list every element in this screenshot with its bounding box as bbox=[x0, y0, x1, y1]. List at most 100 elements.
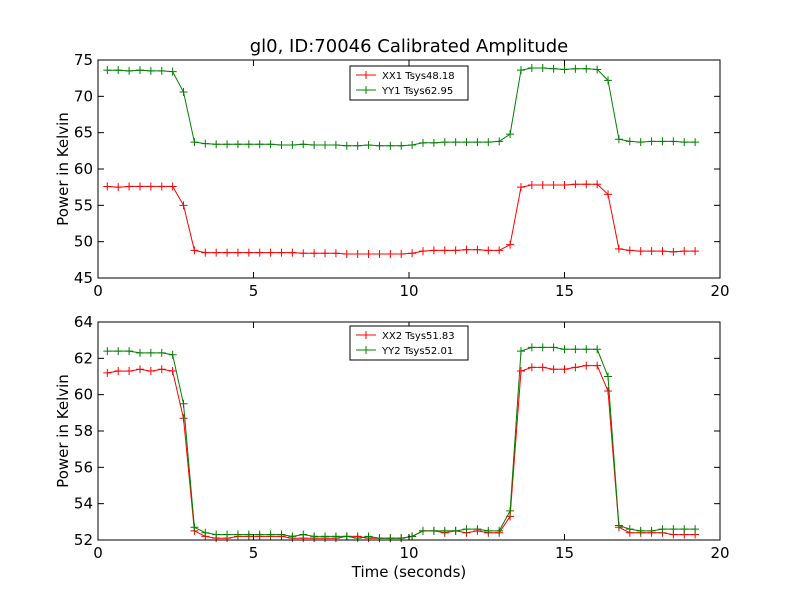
data-point-marker bbox=[375, 141, 384, 150]
data-point-marker bbox=[146, 66, 155, 75]
data-point-marker bbox=[114, 183, 123, 192]
data-point-marker bbox=[680, 525, 689, 534]
data-point-marker bbox=[560, 365, 569, 374]
data-point-marker bbox=[495, 246, 504, 255]
data-point-marker bbox=[135, 365, 144, 374]
data-point-marker bbox=[473, 245, 482, 254]
data-point-marker bbox=[103, 182, 112, 191]
data-point-marker bbox=[212, 140, 221, 149]
data-point-marker bbox=[364, 532, 373, 541]
data-point-marker bbox=[549, 180, 558, 189]
data-point-marker bbox=[244, 530, 253, 539]
data-point-marker bbox=[614, 244, 623, 253]
data-point-marker bbox=[342, 532, 351, 541]
data-point-marker bbox=[331, 249, 340, 258]
data-point-marker bbox=[571, 345, 580, 354]
legend-box bbox=[349, 65, 469, 101]
data-point-marker bbox=[244, 248, 253, 257]
data-point-marker bbox=[179, 399, 188, 408]
y-tick-label: 56 bbox=[74, 458, 93, 476]
data-point-marker bbox=[190, 523, 199, 532]
data-point-marker bbox=[157, 66, 166, 75]
data-point-marker bbox=[527, 343, 536, 352]
data-point-marker bbox=[375, 534, 384, 543]
data-point-marker bbox=[440, 526, 449, 535]
data-point-marker bbox=[288, 248, 297, 257]
data-point-marker bbox=[179, 201, 188, 210]
data-point-marker bbox=[625, 246, 634, 255]
data-point-marker bbox=[168, 182, 177, 191]
data-point-marker bbox=[484, 246, 493, 255]
data-point-marker bbox=[114, 66, 123, 75]
data-point-marker bbox=[593, 345, 602, 354]
legend: XX2 Tsys51.83 YY2 Tsys52.01 bbox=[349, 325, 469, 361]
data-point-marker bbox=[451, 138, 460, 147]
x-tick-label: 15 bbox=[555, 282, 574, 300]
legend-swatch-marker bbox=[362, 71, 370, 79]
data-point-marker bbox=[168, 350, 177, 359]
data-point-marker bbox=[125, 367, 134, 376]
data-point-marker bbox=[125, 66, 134, 75]
data-point-marker bbox=[321, 532, 330, 541]
data-point-marker bbox=[408, 141, 417, 150]
data-point-marker bbox=[582, 361, 591, 370]
data-point-marker bbox=[201, 139, 210, 148]
data-point-marker bbox=[212, 248, 221, 257]
data-point-marker bbox=[157, 365, 166, 374]
y-axis-label: Power in Kelvin bbox=[54, 112, 72, 226]
data-point-marker bbox=[636, 247, 645, 256]
x-tick-label: 5 bbox=[249, 544, 259, 562]
data-point-marker bbox=[680, 138, 689, 147]
y-tick-label: 65 bbox=[74, 124, 93, 142]
data-point-marker bbox=[451, 526, 460, 535]
data-point-marker bbox=[103, 347, 112, 356]
y-tick-label: 75 bbox=[74, 51, 93, 69]
data-point-marker bbox=[418, 247, 427, 256]
data-point-marker bbox=[691, 247, 700, 256]
data-point-marker bbox=[473, 525, 482, 534]
data-point-marker bbox=[103, 66, 112, 75]
x-tick-label: 0 bbox=[93, 544, 103, 562]
data-point-marker bbox=[669, 525, 678, 534]
data-point-marker bbox=[364, 141, 373, 150]
data-point-marker bbox=[266, 248, 275, 257]
data-point-marker bbox=[375, 250, 384, 259]
data-point-marker bbox=[538, 63, 547, 72]
data-point-marker bbox=[168, 367, 177, 376]
y-tick-label: 58 bbox=[74, 422, 93, 440]
data-point-marker bbox=[135, 182, 144, 191]
data-point-marker bbox=[429, 526, 438, 535]
data-point-marker bbox=[429, 246, 438, 255]
data-point-marker bbox=[691, 525, 700, 534]
data-point-marker bbox=[353, 534, 362, 543]
data-point-marker bbox=[462, 245, 471, 254]
data-point-marker bbox=[625, 525, 634, 534]
data-point-marker bbox=[125, 182, 134, 191]
data-point-marker bbox=[157, 348, 166, 357]
legend-swatch-marker bbox=[362, 86, 370, 94]
data-point-marker bbox=[538, 180, 547, 189]
data-point-marker bbox=[299, 140, 308, 149]
data-point-marker bbox=[223, 248, 232, 257]
data-point-marker bbox=[135, 348, 144, 357]
data-point-marker bbox=[691, 138, 700, 147]
data-point-marker bbox=[146, 348, 155, 357]
data-point-marker bbox=[190, 246, 199, 255]
data-point-marker bbox=[484, 138, 493, 147]
data-point-marker bbox=[506, 506, 515, 515]
data-point-marker bbox=[179, 87, 188, 96]
data-point-marker bbox=[571, 363, 580, 372]
x-tick-label: 10 bbox=[399, 544, 418, 562]
y-tick-label: 62 bbox=[74, 349, 93, 367]
data-point-marker bbox=[397, 250, 406, 259]
data-point-marker bbox=[516, 183, 525, 192]
data-point-marker bbox=[146, 182, 155, 191]
data-point-marker bbox=[527, 63, 536, 72]
legend-box bbox=[349, 325, 469, 361]
data-point-marker bbox=[233, 140, 242, 149]
data-point-marker bbox=[647, 247, 656, 256]
data-point-marker bbox=[146, 367, 155, 376]
data-point-marker bbox=[353, 250, 362, 259]
data-point-marker bbox=[538, 363, 547, 372]
